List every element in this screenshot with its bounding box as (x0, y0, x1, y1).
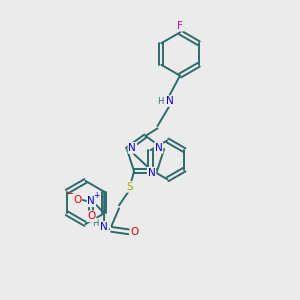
Text: O: O (87, 211, 95, 221)
Text: N: N (155, 143, 163, 153)
Text: O: O (130, 227, 139, 237)
Text: N: N (87, 196, 95, 206)
Text: S: S (126, 182, 133, 192)
Text: N: N (128, 143, 136, 153)
Text: N: N (148, 168, 155, 178)
Text: F: F (177, 21, 183, 31)
Text: N: N (100, 222, 108, 232)
Text: O: O (73, 195, 81, 205)
Text: N: N (166, 96, 173, 106)
Text: +: + (93, 191, 99, 200)
Text: H: H (92, 219, 99, 228)
Text: −: − (66, 189, 74, 199)
Text: H: H (157, 97, 164, 106)
